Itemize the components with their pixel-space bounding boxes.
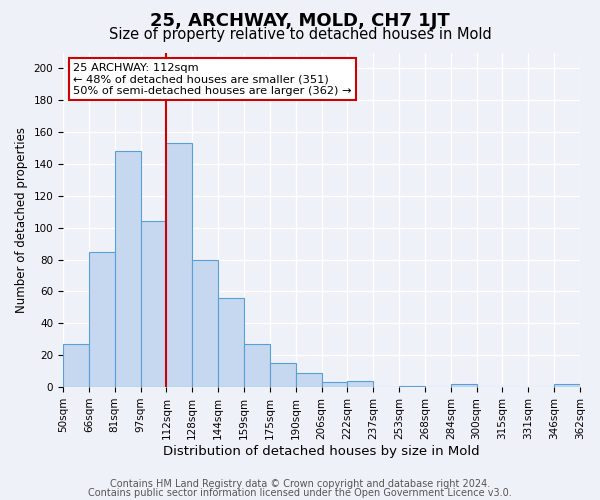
Bar (63, 344, 89, 387)
Bar (270, 363, 296, 387)
Bar (218, 298, 244, 387)
Text: 25, ARCHWAY, MOLD, CH7 1JT: 25, ARCHWAY, MOLD, CH7 1JT (150, 12, 450, 30)
Bar (296, 373, 322, 387)
Bar (451, 384, 476, 387)
X-axis label: Distribution of detached houses by size in Mold: Distribution of detached houses by size … (163, 444, 480, 458)
Bar (554, 384, 580, 387)
Text: Contains public sector information licensed under the Open Government Licence v3: Contains public sector information licen… (88, 488, 512, 498)
Text: Size of property relative to detached houses in Mold: Size of property relative to detached ho… (109, 28, 491, 42)
Bar (140, 222, 166, 387)
Text: 25 ARCHWAY: 112sqm
← 48% of detached houses are smaller (351)
50% of semi-detach: 25 ARCHWAY: 112sqm ← 48% of detached hou… (73, 62, 352, 96)
Bar (115, 152, 140, 387)
Bar (399, 386, 425, 387)
Bar (166, 144, 192, 387)
Bar (244, 344, 270, 387)
Y-axis label: Number of detached properties: Number of detached properties (15, 127, 28, 313)
Text: Contains HM Land Registry data © Crown copyright and database right 2024.: Contains HM Land Registry data © Crown c… (110, 479, 490, 489)
Bar (322, 382, 347, 387)
Bar (89, 252, 115, 387)
Bar (192, 260, 218, 387)
Bar (347, 380, 373, 387)
